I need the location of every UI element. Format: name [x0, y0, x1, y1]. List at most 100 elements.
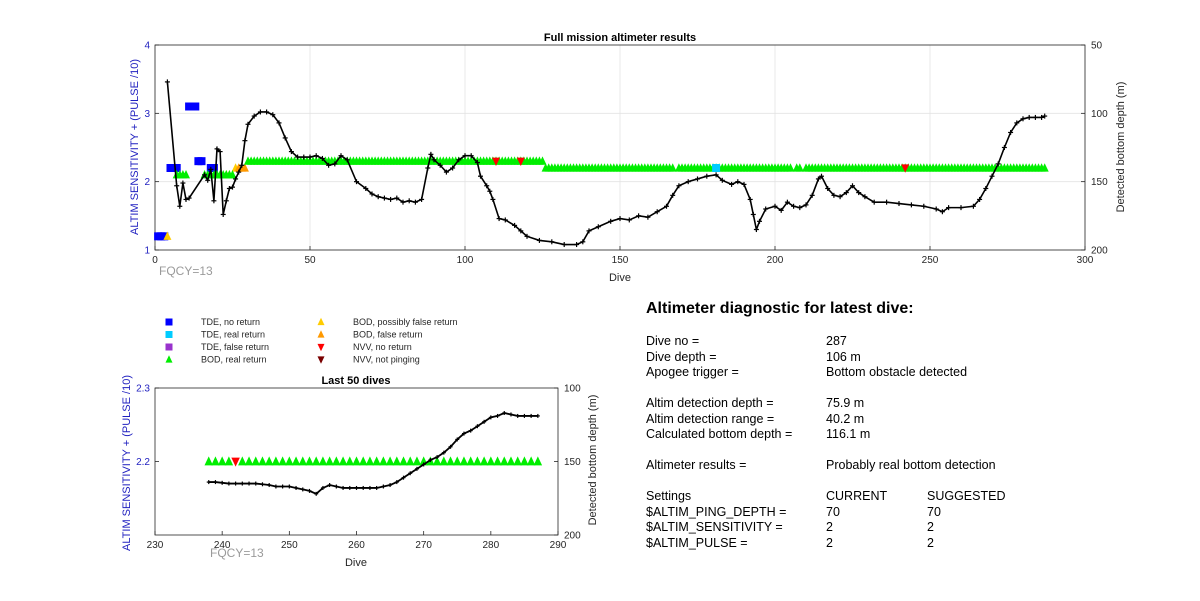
depth-point — [202, 172, 208, 178]
depth-point — [1008, 129, 1014, 135]
depth-point — [989, 173, 995, 179]
depth-point — [685, 179, 691, 185]
nvv-no-return-marker — [516, 157, 525, 166]
calculated-bottom-depth-label: Calculated bottom depth = — [646, 427, 793, 441]
legend-marker-6 — [317, 343, 325, 352]
depth-point — [729, 181, 735, 187]
depth-point — [180, 180, 186, 186]
bod-real-return-marker — [668, 163, 677, 172]
y-right-tick-label: 200 — [564, 531, 581, 542]
depth-point — [524, 233, 530, 239]
depth-point — [421, 462, 426, 467]
bod-real-return-marker — [264, 456, 274, 466]
depth-point — [220, 480, 225, 485]
depth-point — [233, 176, 239, 182]
depth-point — [264, 109, 270, 115]
depth-point — [177, 203, 183, 209]
bod-real-return-marker — [493, 456, 502, 466]
bod-real-return-marker — [513, 456, 522, 466]
depth-point — [280, 484, 285, 489]
depth-point — [468, 428, 473, 433]
bod-real-return-marker — [506, 456, 516, 466]
bod-real-return-marker — [228, 170, 237, 179]
x-tick-label: 300 — [1077, 255, 1094, 266]
depth-point — [797, 205, 803, 211]
x-tick-label: 280 — [482, 540, 499, 551]
depth-point — [338, 153, 344, 159]
depth-point — [441, 450, 446, 455]
apogee-trigger-value: Bottom obstacle detected — [826, 365, 968, 379]
ping-depth-row: $ALTIM_PING_DEPTH = 70 70 — [646, 505, 1186, 521]
depth-point — [443, 169, 449, 175]
bod-real-return-marker — [466, 456, 475, 466]
x-tick-label: 100 — [457, 255, 474, 266]
dive-no-row: Dive no = 287 — [646, 334, 1186, 350]
depth-point — [784, 199, 790, 205]
depth-point — [763, 206, 769, 212]
depth-point — [326, 162, 332, 168]
chart2-ylabel-left: ALTIM SENSITIVITY + (PULSE /10) — [121, 375, 133, 551]
depth-point — [1039, 114, 1045, 120]
x-tick-label: 290 — [550, 540, 567, 551]
altim-detection-depth-value: 75.9 m — [826, 396, 865, 410]
depth-point — [455, 437, 460, 442]
depth-point — [819, 173, 824, 179]
depth-point — [412, 199, 418, 205]
ping-depth-label: $ALTIM_PING_DEPTH = — [646, 504, 787, 519]
chart1-fqcy-annotation: FQCY=13 — [159, 264, 213, 278]
depth-point — [375, 194, 381, 200]
depth-point — [217, 149, 223, 155]
depth-point — [374, 485, 379, 490]
depth-point — [995, 161, 1001, 167]
depth-point — [247, 481, 252, 486]
x-tick-label: 260 — [348, 540, 365, 551]
nvv-no-return-marker — [901, 164, 910, 173]
depth-point — [1014, 120, 1020, 126]
depth-point — [574, 242, 580, 248]
dive-depth-row: Dive depth = 106 m — [646, 350, 1186, 366]
depth-point — [239, 162, 245, 168]
depth-point — [747, 196, 753, 202]
x-tick-label: 200 — [767, 255, 784, 266]
diagnostic-title: Altimeter diagnostic for latest dive: — [646, 300, 914, 317]
y-left-tick-label: 2.2 — [136, 457, 150, 468]
depth-point — [253, 481, 258, 486]
pulse-label: $ALTIM_PULSE = — [646, 535, 748, 550]
bod-real-return-marker — [305, 456, 314, 466]
depth-point — [206, 480, 211, 485]
y-left-tick-label: 2 — [144, 177, 150, 188]
depth-point — [314, 491, 319, 496]
depth-point — [933, 206, 939, 212]
apogee-trigger-label: Apogee trigger = — [646, 365, 739, 379]
depth-line — [208, 412, 538, 495]
bod-real-return-marker — [399, 456, 408, 466]
depth-point — [654, 209, 660, 215]
depth-point — [205, 177, 211, 183]
chart1-ylabel-right: Detected bottom depth (m) — [1115, 82, 1127, 213]
depth-point — [273, 484, 278, 489]
chart2-fqcy-annotation: FQCY=13 — [210, 546, 264, 560]
apogee-trigger-row: Apogee trigger = Bottom obstacle detecte… — [646, 365, 1186, 381]
x-tick-label: 240 — [214, 540, 231, 551]
depth-point — [837, 194, 843, 200]
depth-point — [750, 211, 756, 217]
calculated-bottom-depth-row: Calculated bottom depth = 116.1 m — [646, 427, 1186, 443]
depth-point — [307, 154, 313, 160]
depth-point — [753, 227, 759, 232]
bod-real-return-marker — [271, 456, 281, 466]
depth-point — [474, 160, 480, 166]
depth-point — [843, 190, 849, 196]
depth-point — [245, 121, 251, 127]
altim-detection-range-value: 40.2 m — [826, 411, 865, 426]
bod-real-return-marker — [520, 456, 529, 466]
depth-point — [260, 482, 265, 487]
dive-depth-label: Dive depth = — [646, 349, 717, 364]
depth-point — [549, 239, 555, 245]
tde-no-return-marker — [191, 102, 200, 111]
y-right-tick-label: 100 — [1091, 109, 1108, 120]
sensitivity-label: $ALTIM_SENSITIVITY = — [646, 520, 783, 534]
depth-point — [257, 109, 263, 115]
nvv-no-return-marker — [492, 157, 500, 166]
depth-point — [1001, 145, 1007, 150]
depth-point — [327, 483, 332, 488]
